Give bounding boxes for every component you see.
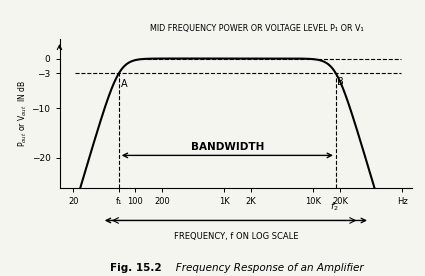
Text: Frequency Response of an Amplifier: Frequency Response of an Amplifier xyxy=(166,263,363,273)
Text: Fig. 15.2: Fig. 15.2 xyxy=(110,263,162,273)
Text: B: B xyxy=(337,77,344,87)
Text: A: A xyxy=(121,79,128,89)
Text: FREQUENCY, f ON LOG SCALE: FREQUENCY, f ON LOG SCALE xyxy=(174,232,298,242)
Text: MID FREQUENCY POWER OR VOLTAGE LEVEL P₁ OR V₁: MID FREQUENCY POWER OR VOLTAGE LEVEL P₁ … xyxy=(150,24,364,33)
Y-axis label: P$_{out}$ or V$_{out}$  IN dB: P$_{out}$ or V$_{out}$ IN dB xyxy=(16,79,29,147)
Text: $f_2$: $f_2$ xyxy=(331,200,339,213)
Text: BANDWIDTH: BANDWIDTH xyxy=(191,142,264,152)
